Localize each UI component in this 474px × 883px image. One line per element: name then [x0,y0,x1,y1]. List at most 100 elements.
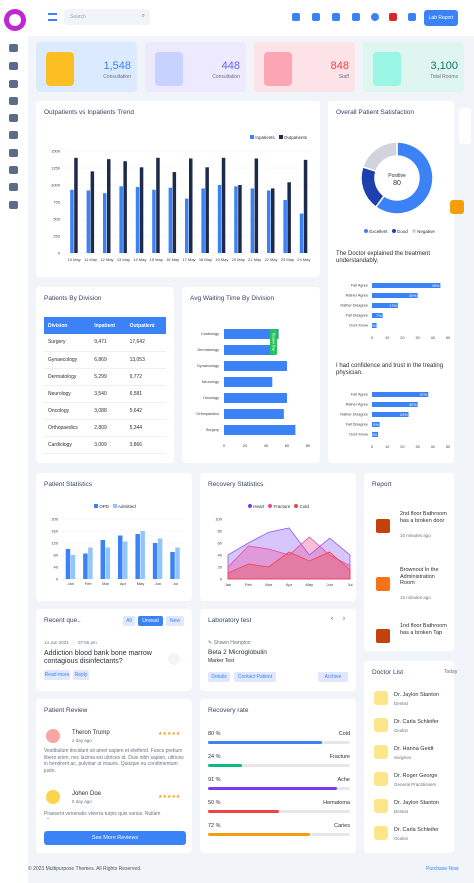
chat-icon[interactable] [9,131,18,139]
table-row[interactable]: Gynaecology 6,869 13,053 [44,351,166,369]
brand-logo[interactable] [4,9,26,31]
stat-label: Consultation [212,74,240,80]
reply-button[interactable]: Reply [73,670,89,680]
progress-fill [208,810,279,813]
globe-icon[interactable] [371,13,379,21]
mail-icon[interactable] [9,114,18,122]
bar-inpatients [250,188,255,253]
table-cell: 9,471 [90,334,126,352]
waiting-card: Avg Waiting Time By Division Cardiology D… [182,287,320,463]
doctor-list-item[interactable]: Dr. Jaylon Stanton Dentist [370,797,450,819]
flag-icon[interactable] [389,13,397,21]
read-more-button[interactable]: Read more [44,670,70,680]
chat-bubble-icon[interactable] [168,653,180,665]
side-settings-panel[interactable] [459,108,471,144]
table-row[interactable]: Cardiology 3,009 3,866 [44,436,166,454]
bar-inpatients [185,198,189,253]
box-icon[interactable] [9,149,18,157]
y-category-label: Gynaecology [197,364,219,368]
recovery-rate-item: 80 % Cold [208,731,350,749]
bar-outpatients [107,159,111,253]
table-cell: 3,540 [90,385,126,403]
chart-icon[interactable] [352,13,360,21]
doctor-list-item[interactable]: Dr. Hanna Geidt Surgeon [370,743,450,765]
table-row[interactable]: Orthopaedics 2,809 5,344 [44,419,166,437]
trend-card: Outpatients vs Inpatients Trend Inpatien… [36,101,320,277]
image-icon[interactable] [9,97,18,105]
table-cell: Surgery [44,334,91,352]
transfer-icon[interactable] [312,13,320,21]
question-text[interactable]: Addiction blood bank bone marrow contagi… [44,650,152,665]
bell-icon[interactable] [292,13,300,21]
satisfaction-card: Overall Patient Satisfaction Fall Agree 4… [328,101,454,463]
y-tick-label: 160 [51,529,58,534]
grid-icon[interactable] [9,80,18,88]
table-cell: 3,088 [90,402,126,420]
cart-icon[interactable] [332,13,340,21]
search-icon[interactable]: ⌕ [141,13,145,19]
tab-new[interactable]: New [166,616,184,626]
satisfaction-bar [372,392,429,397]
progress-fill [208,787,338,790]
rooms-illustration [373,52,401,86]
x-tick-label: Jul [347,582,352,587]
x-tick-label: 40 [264,443,269,448]
tab-all[interactable]: All [123,616,135,626]
theme-settings-button[interactable] [450,200,464,214]
legend-negative: Negative [411,229,435,234]
dashboard-icon[interactable] [9,44,18,52]
bar-outpatients [238,185,242,253]
archive-button[interactable]: Archive [318,672,348,682]
bar-value-label: 37% [420,393,428,397]
circle-icon[interactable] [9,183,18,191]
progress-track [208,764,350,767]
menu-icon[interactable] [48,13,57,21]
stat-card-consultation-2: 448 Consultation [145,42,246,92]
bar-category-label: Rather Agree [346,403,368,407]
table-row[interactable]: Surgery 9,471 17,642 [44,334,166,352]
tooltip-badge [270,329,277,355]
bar-admitted [70,555,76,579]
warning-icon[interactable] [9,201,18,209]
bar-opd [100,540,106,579]
table-row[interactable]: Neurology 3,540 6,581 [44,385,166,403]
bar-inpatients [234,186,238,253]
doctor-list-item[interactable]: Dr. Jaylon Stanton Dentist [370,689,450,711]
doctor-filter[interactable]: Today [444,669,458,675]
gear-icon[interactable] [9,166,18,174]
stat-card-staff: 848 Staff [254,42,355,92]
bar-admitted [157,538,163,579]
lab-report-button[interactable]: Lab Report [424,10,458,26]
toggle-icon[interactable] [9,62,18,70]
contact-patient-button[interactable]: Contact Patient [234,672,276,682]
search-input[interactable]: Search ⌕ [64,9,150,25]
purchase-link[interactable]: Purchase Now [426,866,459,872]
doctor-name: Dr. Roger George [394,773,438,779]
table-cell: 17,642 [125,334,166,352]
doctor-list-item[interactable]: Dr. Roger George General Practitioners [370,770,450,792]
next-icon[interactable]: › [343,616,345,622]
x-tick-label: May [306,582,314,587]
card-title: Recovery Statistics [208,481,264,488]
recovery-rate-card: Recovery rate 80 % Cold 24 % Fracture 91 % Ac… [200,699,356,853]
details-button[interactable]: Details [208,672,230,682]
satisfaction-bar [372,422,380,427]
table-row[interactable]: Dermatology 5,299 9,772 [44,368,166,386]
doctor-list-card: Doctor List Today Dr. Jaylon Stanton Dent… [364,661,458,853]
doctor-list-item[interactable]: Dr. Carla Schleifer Oculist [370,824,450,846]
x-tick-label: 17 May [182,257,195,262]
bar-category-label: Fall Disagree [346,423,368,427]
doctor-list-item[interactable]: Dr. Carla Schleifer Oculist [370,716,450,738]
star-rating-icon: ★★★★★ [158,794,181,800]
prev-icon[interactable]: ‹ [331,616,333,622]
bar-opd [118,535,123,579]
see-more-reviews-button[interactable]: See More Reviews [44,831,186,845]
tab-unread[interactable]: Unread [138,616,163,626]
card-title: Overall Patient Satisfaction [336,109,415,116]
fullscreen-icon[interactable] [408,13,416,21]
recovery-condition: Cold [338,731,350,737]
x-tick-label: 10 May [68,257,81,262]
table-row[interactable]: Oncology 3,088 5,642 [44,402,166,420]
bar-admitted [175,547,180,579]
donut-center-label: Positive [388,173,406,179]
